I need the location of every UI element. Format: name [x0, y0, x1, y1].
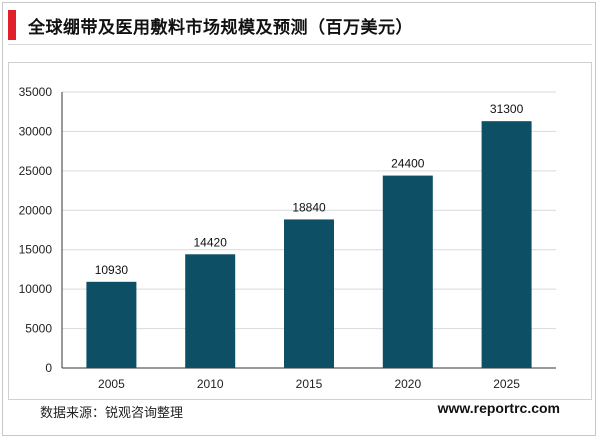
y-tick-label: 20000	[19, 203, 53, 217]
data-label-2010: 14420	[194, 235, 228, 249]
bar-2015	[284, 219, 334, 368]
title-divider	[8, 44, 592, 45]
y-tick-label: 35000	[19, 85, 53, 99]
data-source-note: 数据来源：锐观咨询整理	[40, 406, 184, 421]
data-label-2020: 24400	[391, 157, 425, 171]
title-bar: 全球绷带及医用敷料市场规模及预测（百万美元）	[8, 8, 592, 42]
data-label-2025: 31300	[490, 102, 524, 116]
y-tick-label: 30000	[19, 124, 53, 138]
x-tick-label-2015: 2015	[296, 377, 323, 391]
image-frame	[2, 2, 596, 436]
data-label-2005: 10930	[95, 263, 129, 277]
x-tick-label-2010: 2010	[197, 377, 224, 391]
plot-area-border	[8, 62, 592, 400]
y-tick-label: 15000	[19, 243, 53, 257]
chart-title: 全球绷带及医用敷料市场规模及预测（百万美元）	[28, 17, 413, 38]
x-tick-label-2005: 2005	[98, 377, 125, 391]
bar-2025	[481, 121, 532, 368]
y-tick-label: 0	[45, 361, 52, 375]
title-accent-bar	[8, 10, 16, 40]
bar-2020	[382, 175, 433, 368]
bar-chart: 0 5000 10000 15000 20000 25000 30000 35000 10930…	[19, 85, 556, 391]
website-label: www.reportrc.com	[437, 400, 560, 416]
bar-2005	[86, 281, 137, 368]
x-tick-label-2020: 2020	[394, 377, 421, 391]
y-tick-label: 25000	[19, 164, 53, 178]
y-tick-label: 10000	[19, 282, 53, 296]
bar-2010	[185, 254, 236, 368]
y-tick-label: 5000	[25, 322, 52, 336]
data-label-2015: 18840	[292, 200, 326, 214]
x-tick-label-2025: 2025	[493, 377, 520, 391]
